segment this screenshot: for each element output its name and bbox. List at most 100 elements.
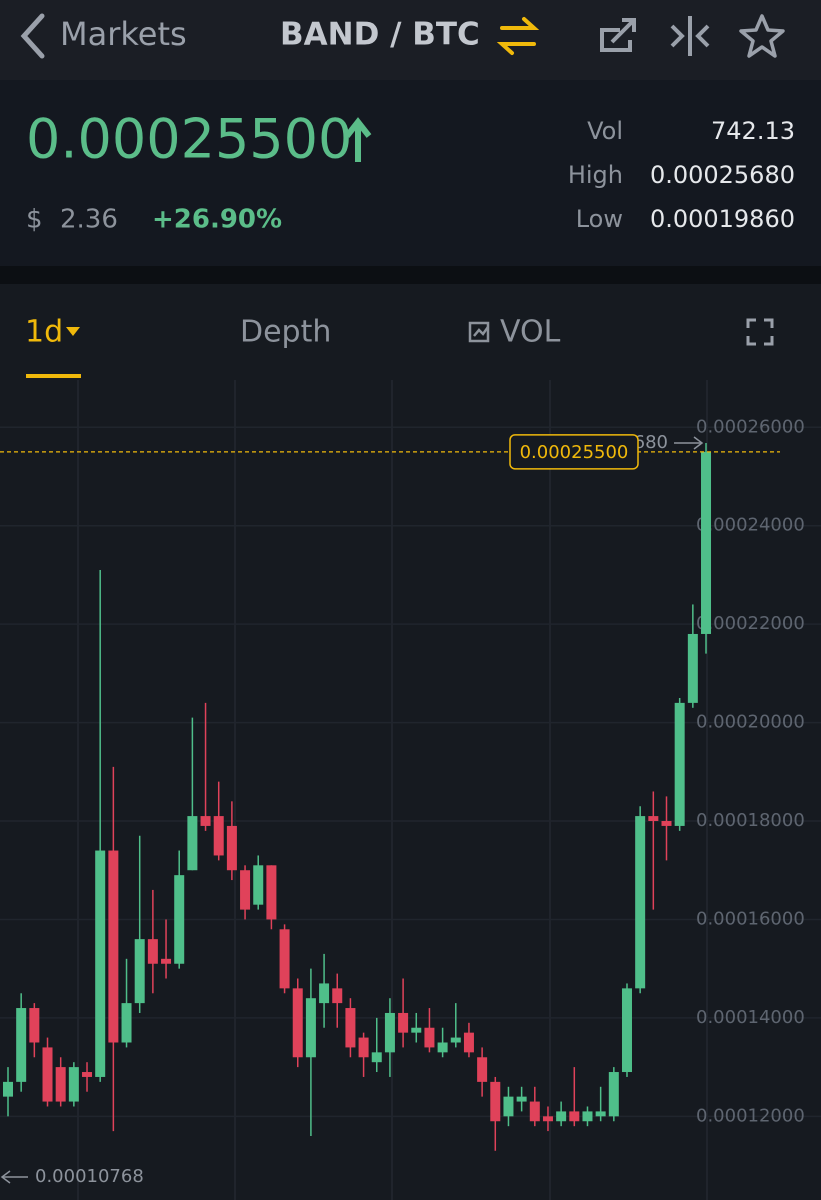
y-tick-label: 0.00026000 — [696, 416, 805, 437]
candle-body — [95, 850, 106, 1077]
y-tick-label: 0.00014000 — [696, 1007, 805, 1028]
candle-body — [384, 1012, 395, 1053]
chart-area — [0, 380, 821, 1200]
dropdown-icon — [66, 327, 80, 336]
candle-body — [187, 816, 198, 871]
candle-body — [490, 1081, 501, 1122]
candle-body — [121, 1003, 132, 1043]
candle-body — [3, 1081, 13, 1097]
candle-body — [174, 875, 185, 964]
ticker-panel — [0, 80, 821, 266]
last-price-label: 0.00025500 — [520, 442, 629, 463]
fullscreen-icon[interactable] — [746, 318, 774, 346]
candle-body — [319, 983, 330, 1004]
candle-body — [279, 929, 290, 989]
last-price: 0.00025500 — [26, 108, 352, 171]
candle-body — [29, 1008, 40, 1043]
candle-body — [648, 816, 659, 822]
y-tick-label: 0.00022000 — [696, 613, 805, 634]
candle-body — [147, 939, 158, 964]
candle-body — [82, 1072, 93, 1077]
candle-body — [345, 1008, 356, 1048]
tab[interactable]: 1d — [25, 315, 63, 350]
candle-body — [450, 1037, 461, 1043]
candle-body — [305, 998, 316, 1058]
candle-body — [358, 1037, 369, 1058]
tab[interactable]: VOL — [500, 315, 561, 350]
candle-body — [582, 1111, 593, 1122]
candle-body — [477, 1057, 488, 1082]
candle-body — [55, 1067, 66, 1102]
stat-value: 742.13 — [711, 117, 795, 145]
candle-body — [569, 1111, 580, 1122]
candle-body — [503, 1096, 514, 1117]
candle-body — [161, 958, 172, 964]
last-price-box — [509, 434, 639, 470]
pair-title: BAND / BTC — [280, 17, 480, 53]
candle-body — [134, 939, 145, 1004]
candle-body — [266, 865, 277, 920]
swap-icon[interactable] — [496, 17, 540, 55]
candle-body — [463, 1032, 474, 1053]
y-tick-label: 0.00018000 — [696, 810, 805, 831]
candle-body — [253, 865, 264, 905]
candle-body — [687, 633, 698, 703]
candle-body — [661, 821, 672, 826]
candle-body — [556, 1111, 567, 1122]
y-tick-label: 0.00024000 — [696, 515, 805, 536]
y-tick-label: 0.00020000 — [696, 712, 805, 733]
change: +26.90% — [152, 205, 282, 235]
candle-body — [437, 1042, 448, 1053]
favorite-icon[interactable] — [739, 14, 785, 58]
candle-body — [424, 1027, 435, 1048]
tab[interactable]: Depth — [240, 315, 331, 350]
min-marker-label: 0.00010768 — [35, 1166, 144, 1187]
candle-body — [635, 816, 646, 989]
divider — [0, 266, 821, 284]
tab-underline — [26, 374, 81, 378]
candle-body — [595, 1111, 606, 1117]
candle-body — [608, 1072, 619, 1117]
candle-body — [108, 850, 119, 1043]
max-marker-head — [693, 436, 704, 450]
up-arrow — [344, 117, 372, 162]
back-icon[interactable] — [20, 13, 45, 59]
candle-body — [213, 816, 224, 856]
candle-body — [542, 1116, 553, 1122]
candle-body — [398, 1012, 409, 1033]
candle-body — [200, 816, 211, 826]
candle-body — [371, 1052, 382, 1063]
stat-value: 0.00019860 — [650, 205, 795, 233]
candle-body — [240, 870, 251, 910]
stat-label: High — [568, 161, 623, 189]
candle-body — [226, 825, 237, 871]
y-tick-label: 0.00016000 — [696, 908, 805, 929]
candle-body — [16, 1008, 27, 1082]
tab-bar — [0, 284, 821, 380]
candle-body — [411, 1027, 422, 1033]
stat-label: Vol — [587, 117, 623, 145]
back-label[interactable]: Markets — [60, 15, 187, 53]
candle-body — [332, 988, 343, 1004]
y-tick-label: 0.00012000 — [696, 1105, 805, 1126]
candle-body — [674, 702, 685, 826]
min-marker-head — [0, 1170, 11, 1184]
candle-body — [621, 988, 632, 1073]
currency: $ — [26, 205, 43, 235]
candle-body — [292, 988, 303, 1058]
vol-icon — [468, 321, 490, 343]
stat-value: 0.00025680 — [650, 161, 795, 189]
candle-body — [701, 451, 712, 634]
candle-body — [42, 1047, 53, 1102]
candle-body — [529, 1101, 540, 1122]
usd-price: 2.36 — [60, 205, 118, 235]
stats: Vol 742.13 High 0.00025680 Low 0.00019860 — [568, 117, 795, 233]
candle-body — [68, 1067, 79, 1102]
top-bar — [0, 0, 821, 80]
candlestick-chart: 0.00012000 0.00014000 0.00016000 0.00018000… — [0, 380, 821, 1200]
stat-label: Low — [576, 205, 623, 233]
share-icon[interactable] — [600, 18, 636, 52]
compare-icon[interactable] — [670, 16, 710, 56]
